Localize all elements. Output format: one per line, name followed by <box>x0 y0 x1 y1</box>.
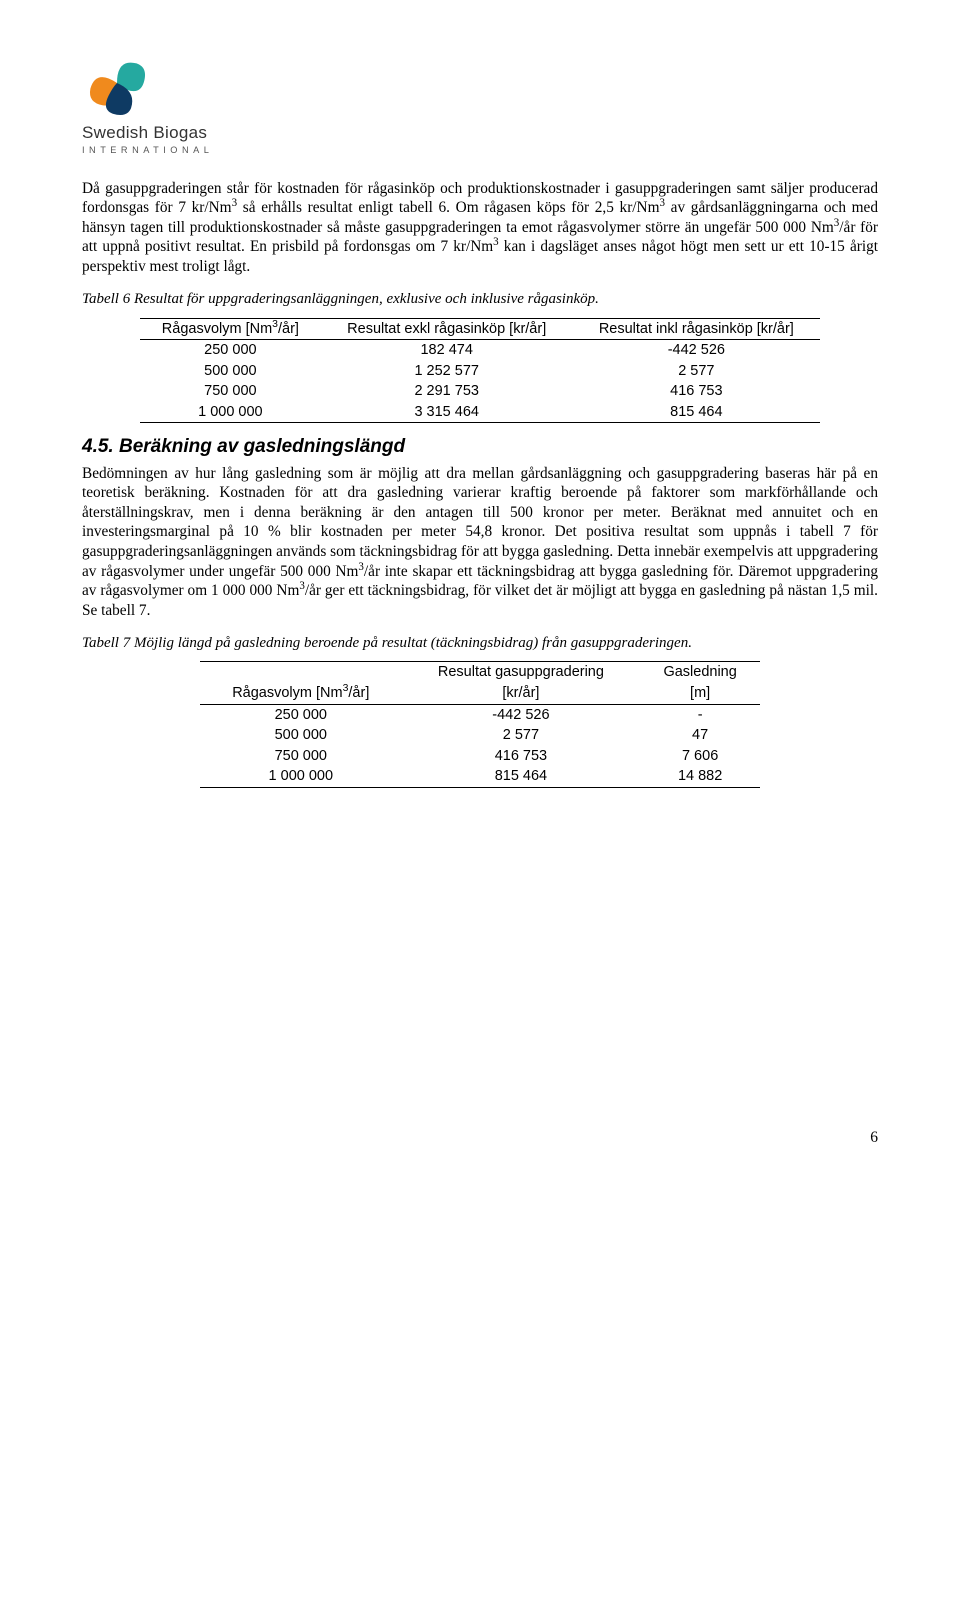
table7-head-col2a: Resultat gasuppgradering <box>402 662 641 683</box>
paragraph-4-5-body: Bedömningen av hur lång gasledning som ä… <box>82 464 878 621</box>
swirl-logo-icon <box>82 48 152 118</box>
table-row: 1 000 0003 315 464815 464 <box>140 402 820 423</box>
table7-caption: Tabell 7 Möjlig längd på gasledning bero… <box>82 634 878 653</box>
table6-head-col3: Resultat inkl rågasinköp [kr/år] <box>573 318 820 340</box>
table6-head-col1: Rågasvolym [Nm3/år] <box>140 318 321 340</box>
table7-head-col1: Rågasvolym [Nm3/år] <box>200 683 402 704</box>
table7-head-col3a: Gasledning <box>640 662 760 683</box>
logo-wordmark: Swedish Biogas <box>82 122 878 144</box>
table6-caption: Tabell 6 Resultat för uppgraderingsanläg… <box>82 290 878 309</box>
table-row: 750 000416 7537 606 <box>200 746 760 767</box>
table7-head-col3b: [m] <box>640 683 760 704</box>
table-row: 1 000 000815 46414 882 <box>200 766 760 787</box>
table7-head-col2b: [kr/år] <box>402 683 641 704</box>
table6: Rågasvolym [Nm3/år] Resultat exkl rågasi… <box>140 318 820 424</box>
table6-head-col2: Resultat exkl rågasinköp [kr/år] <box>321 318 573 340</box>
table7: Resultat gasuppgradering Gasledning Råga… <box>200 661 760 787</box>
page-number: 6 <box>82 1128 878 1148</box>
table-row: 250 000182 474-442 526 <box>140 340 820 361</box>
paragraph-intro: Då gasuppgraderingen står för kostnaden … <box>82 179 878 277</box>
table-row: 500 0001 252 5772 577 <box>140 361 820 382</box>
table-row: 750 0002 291 753416 753 <box>140 381 820 402</box>
table-row: 500 0002 57747 <box>200 725 760 746</box>
table-row: 250 000-442 526- <box>200 704 760 725</box>
section-heading-4-5: 4.5. Beräkning av gasledningslängd <box>82 435 878 459</box>
company-logo-block: Swedish Biogas INTERNATIONAL <box>82 48 878 157</box>
logo-subtext: INTERNATIONAL <box>82 145 878 157</box>
